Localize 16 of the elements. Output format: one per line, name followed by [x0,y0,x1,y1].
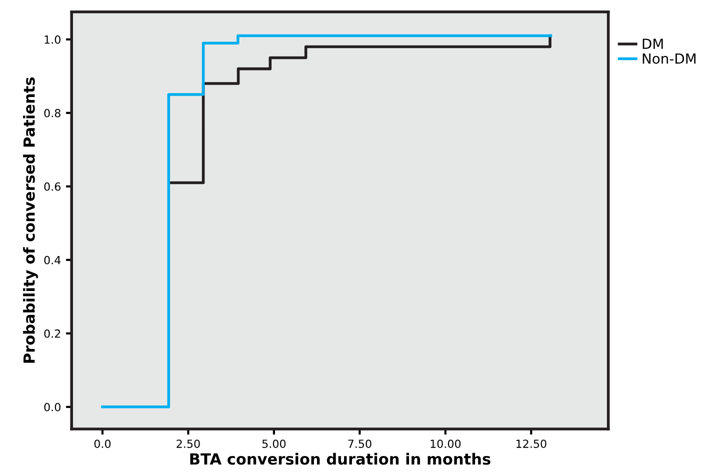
x-tick-label: 2.50 [176,440,200,448]
x-axis-title: BTA conversion duration in months [190,452,490,465]
legend-label: DM [642,38,663,49]
y-tick-label: 0.8 [44,108,60,118]
y-tick-label: 0.6 [44,182,60,191]
x-tick-label: 5.00 [262,440,286,448]
x-tick-label: 7.50 [348,440,372,448]
y-tick-label: 0.4 [44,256,61,264]
y-tick-label: 0.0 [44,402,60,412]
legend-label: Non-DM [642,54,696,64]
y-tick-label: 0.2 [44,329,60,338]
y-axis-title: Probability of conversed Patients [23,77,38,363]
x-tick-label: 10.00 [430,440,461,448]
y-tick-label: 1.0 [44,35,60,44]
x-tick-label: 0.0 [94,440,111,448]
x-tick-label: 12.50 [516,440,546,448]
